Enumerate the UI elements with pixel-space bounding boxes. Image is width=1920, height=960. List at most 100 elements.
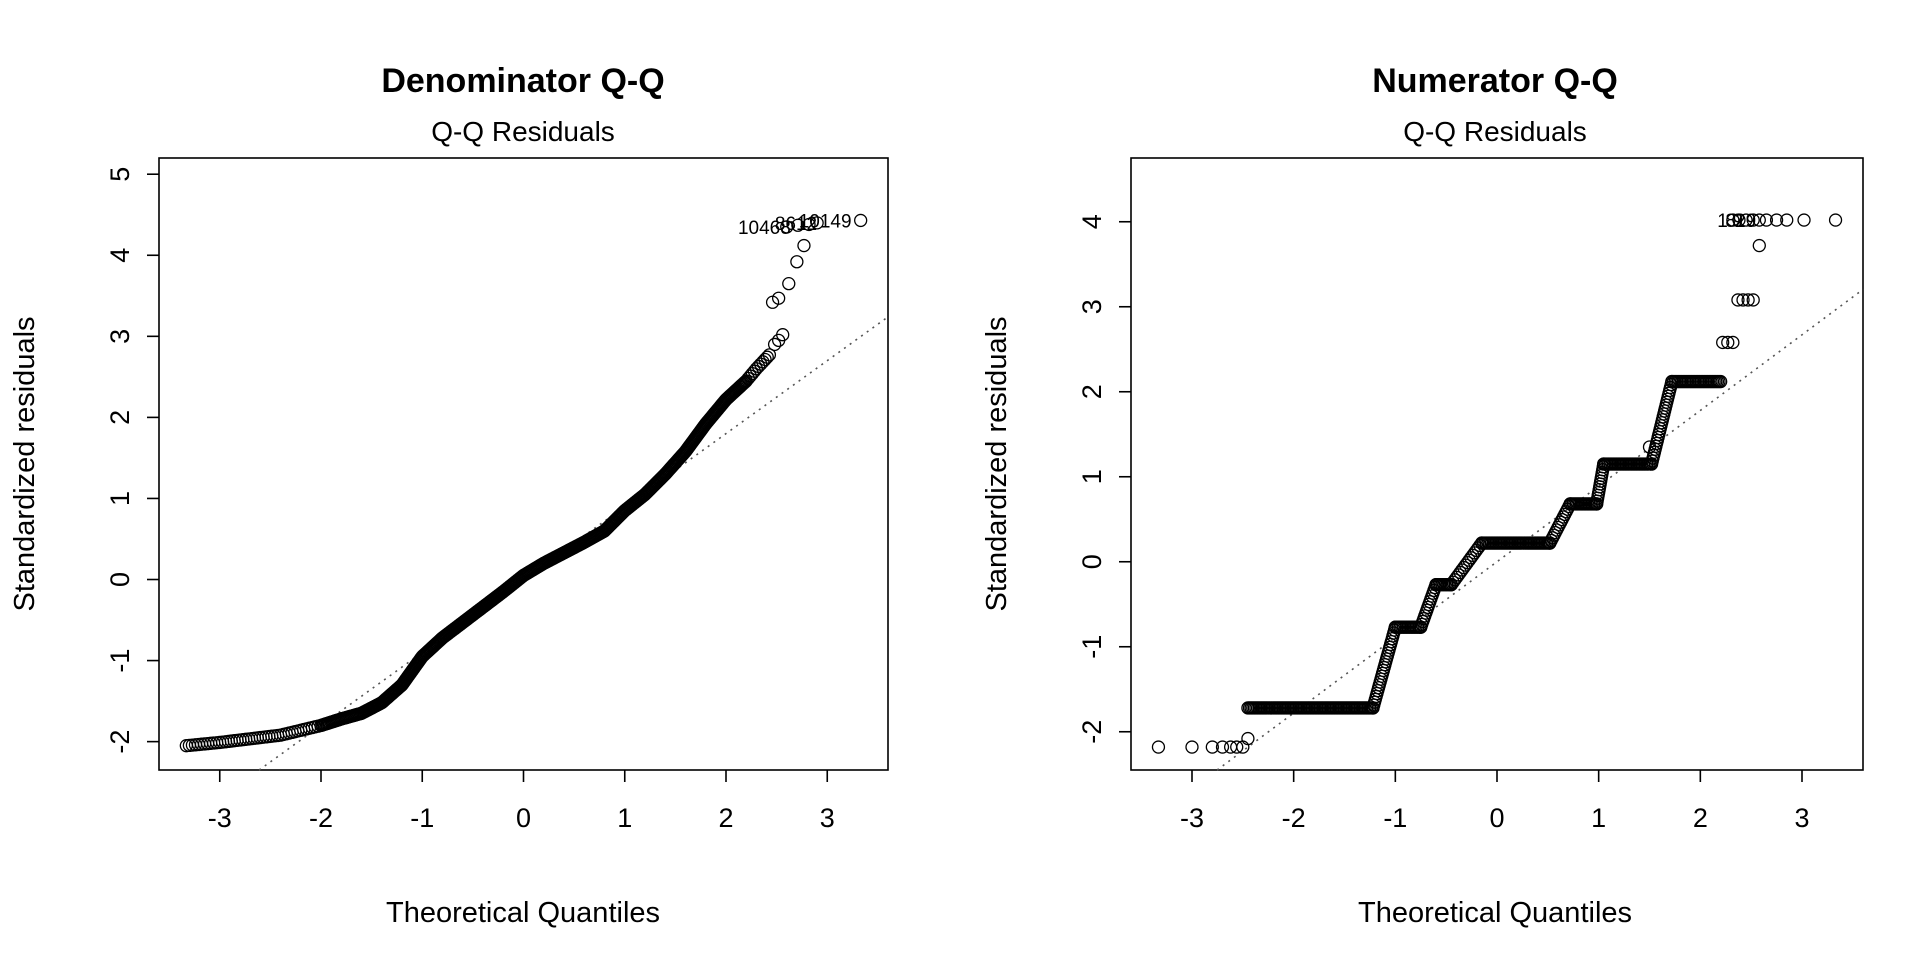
point-label: 8 [1725, 211, 1736, 232]
y-tick-label: 2 [105, 410, 135, 425]
x-tick-label: 3 [820, 803, 835, 833]
data-point [1215, 740, 1230, 754]
data-point [1716, 335, 1730, 350]
data-point [1473, 538, 1487, 553]
y-tick-label: 2 [1077, 384, 1107, 399]
data-point [1731, 293, 1745, 307]
data-point [767, 337, 782, 352]
data-point [1732, 213, 1746, 227]
y-tick-label: 3 [105, 329, 135, 344]
point-label: 8612 [775, 214, 817, 235]
data-point [734, 378, 749, 393]
y-tick-label: 0 [105, 572, 135, 587]
y-tick-label: 4 [105, 248, 135, 263]
data-point [1151, 740, 1166, 754]
x-tick-label: 0 [1489, 803, 1504, 833]
y-tick-label: 3 [1077, 299, 1107, 314]
y-tick-label: 1 [105, 491, 135, 506]
data-point [1563, 497, 1577, 511]
x-tick-label: 1 [1591, 803, 1606, 833]
x-axis-label: Theoretical Quantiles [1358, 897, 1632, 929]
data-point [1746, 293, 1760, 307]
plot-frame [158, 157, 889, 771]
x-tick-label: 0 [516, 803, 531, 833]
point-label: 1 [1717, 211, 1728, 232]
data-point [762, 348, 777, 362]
point-label: 29 [1735, 211, 1756, 232]
x-axis: -3 -2 -1 0 1 2 3 [208, 770, 835, 833]
data-point [1388, 620, 1402, 634]
data-point [1769, 213, 1784, 227]
y-axis-label: Standardized residuals [9, 316, 41, 611]
data-point [1752, 213, 1766, 227]
y-tick-label: -2 [105, 730, 135, 754]
data-point [758, 352, 772, 367]
data-point [736, 376, 751, 391]
reference-line [258, 316, 889, 771]
x-tick-label: -3 [1180, 803, 1204, 833]
y-tick-label: 0 [1077, 554, 1107, 569]
data-point [772, 291, 786, 305]
data-point [1642, 440, 1657, 454]
data-point [782, 276, 796, 291]
data-point [1759, 213, 1774, 227]
y-tick-label: 4 [1077, 214, 1107, 229]
data-point [854, 213, 868, 228]
x-tick-label: -2 [309, 803, 333, 833]
x-tick-label: 2 [1693, 803, 1708, 833]
x-tick-label: -2 [1282, 803, 1306, 833]
data-point [790, 255, 804, 269]
x-tick-label: -1 [410, 803, 434, 833]
point-label: 9 [1732, 211, 1743, 232]
x-axis: -3 -2 -1 0 1 2 3 [1180, 770, 1810, 833]
chart-subtitle: Q-Q Residuals [431, 116, 615, 147]
data-point [1726, 213, 1740, 227]
qq-reference-line [258, 316, 889, 771]
point-label: 10468 [738, 218, 791, 239]
data-point [1741, 293, 1755, 307]
data-point [1726, 335, 1740, 350]
data-point [1597, 457, 1611, 471]
data-point [1429, 578, 1443, 592]
data-point [1205, 740, 1219, 754]
data-points [179, 213, 868, 753]
y-axis: -2 -1 0 1 2 3 4 5 [105, 167, 159, 754]
data-point [1241, 731, 1255, 746]
plot-frame [1130, 157, 1864, 771]
y-axis: -2 -1 0 1 2 3 4 [1077, 214, 1131, 744]
reference-line [1216, 288, 1864, 771]
data-point [776, 328, 790, 342]
data-point [791, 218, 805, 232]
chart-subtitle: Q-Q Residuals [1403, 116, 1587, 147]
data-point [1475, 536, 1489, 550]
data-point [1736, 293, 1750, 307]
data-point [1780, 213, 1794, 227]
data-point [1230, 740, 1244, 754]
data-point [1797, 213, 1811, 227]
x-axis-label: Theoretical Quantiles [386, 897, 660, 929]
x-tick-label: 1 [617, 803, 632, 833]
x-tick-label: -1 [1383, 803, 1407, 833]
numerator-panel: Numerator Q-Q Q-Q Residuals -3 -2 -1 0 1 2 3 -… [981, 62, 1864, 929]
data-point [760, 350, 774, 364]
chart-title: Numerator Q-Q [1372, 62, 1618, 100]
y-axis-label: Standardized residuals [981, 316, 1013, 611]
data-point [1828, 213, 1843, 227]
data-point [1721, 335, 1735, 350]
data-point [1714, 374, 1728, 389]
data-point [802, 217, 816, 232]
denominator-panel: Denominator Q-Q Q-Q Residuals -3 -2 -1 0 1 2 3… [9, 62, 889, 929]
chart-title: Denominator Q-Q [381, 62, 664, 100]
qq-reference-line [1216, 288, 1864, 771]
x-tick-label: 3 [1794, 803, 1809, 833]
data-point [1752, 238, 1766, 253]
data-point [1746, 213, 1760, 227]
x-tick-label: -3 [208, 803, 232, 833]
data-point [810, 216, 824, 230]
y-tick-label: -1 [1077, 635, 1107, 659]
data-point [1739, 213, 1753, 227]
data-point [1562, 499, 1576, 514]
